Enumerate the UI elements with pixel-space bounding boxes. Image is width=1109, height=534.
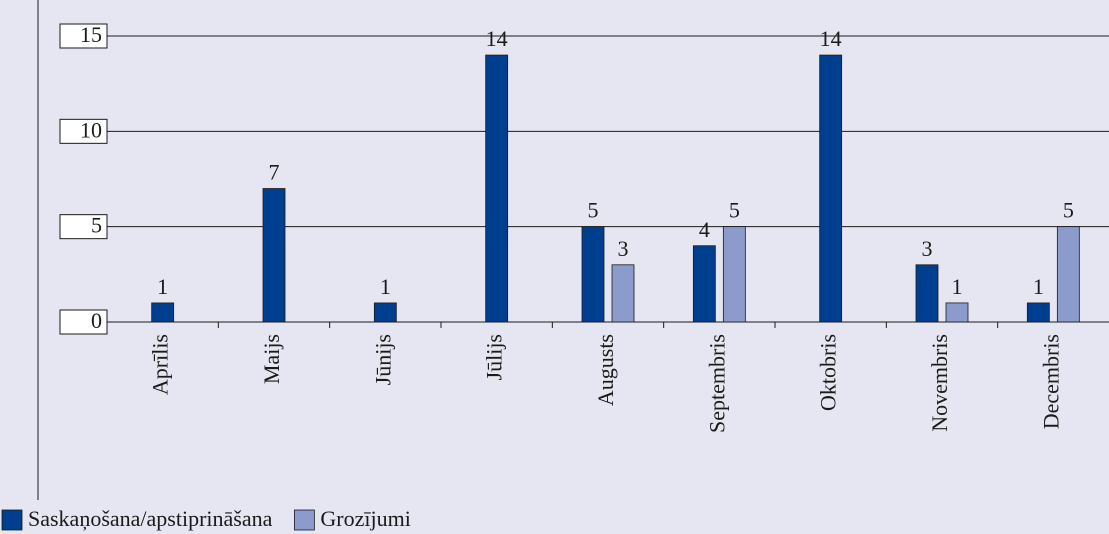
bar	[262, 188, 286, 323]
bar	[485, 54, 509, 323]
bar	[1026, 302, 1050, 323]
y-tick-box	[59, 214, 108, 240]
y-tick-label: 10	[80, 117, 102, 142]
legend-swatch	[1, 509, 23, 531]
data-label: 3	[618, 236, 629, 261]
data-label: 14	[486, 26, 508, 51]
y-tick-box	[59, 118, 108, 144]
y-tick-label: 5	[91, 213, 102, 238]
data-label: 1	[157, 274, 168, 299]
x-tick-label: Jūnijs	[370, 334, 395, 385]
data-label: 5	[588, 198, 599, 223]
data-label: 5	[729, 198, 740, 223]
bar	[945, 302, 969, 323]
bar	[722, 226, 746, 323]
legend-label: Grozījumi	[320, 506, 410, 531]
data-label: 1	[952, 274, 963, 299]
legend-swatch	[293, 509, 315, 531]
x-tick-label: Maijs	[259, 334, 284, 384]
legend-label: Saskaņošana/apstiprināšana	[28, 506, 273, 531]
x-tick-label: Decembris	[1038, 334, 1063, 429]
data-label: 3	[922, 236, 933, 261]
x-tick-label: Jūlijs	[482, 334, 507, 380]
data-label: 1	[380, 274, 391, 299]
x-tick-label: Novembris	[927, 334, 952, 432]
bar	[915, 264, 939, 323]
y-tick-label: 0	[91, 308, 102, 333]
bar	[1056, 226, 1080, 323]
data-label: 4	[699, 217, 710, 242]
data-label: 5	[1063, 198, 1074, 223]
y-tick-box	[59, 309, 108, 335]
x-tick-label: Septembris	[704, 334, 729, 433]
bar	[581, 226, 605, 323]
x-tick-label: Augusts	[593, 334, 618, 406]
data-label: 1	[1033, 274, 1044, 299]
x-tick-label: Aprīlis	[148, 334, 173, 395]
y-tick-box	[59, 23, 108, 49]
y-tick-label: 15	[80, 22, 102, 47]
bar	[611, 264, 635, 323]
x-tick-label: Oktobris	[816, 334, 841, 411]
data-label: 7	[269, 160, 280, 185]
bar	[151, 302, 175, 323]
bar	[692, 245, 716, 323]
bar	[373, 302, 397, 323]
bar	[819, 54, 843, 323]
data-label: 14	[820, 26, 842, 51]
